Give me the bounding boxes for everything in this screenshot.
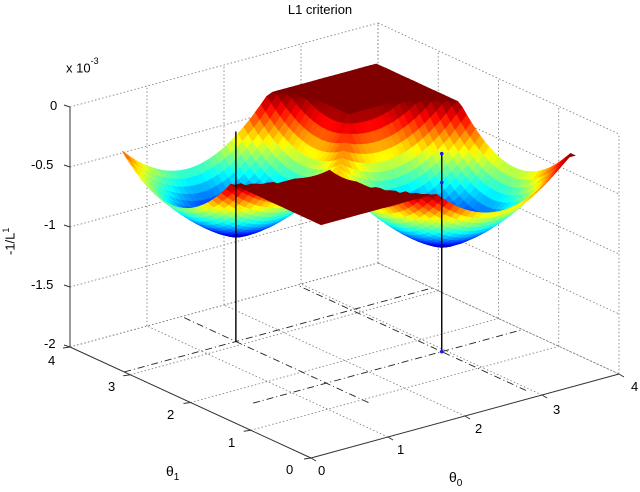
- grid-lines: [69, 22, 620, 459]
- theta0-tick-2: 2: [475, 421, 483, 436]
- theta0-tick-0: 0: [318, 463, 326, 478]
- theta1-axis-label: θ1: [166, 463, 180, 483]
- z-tick-4: -2: [44, 336, 56, 351]
- z-tick-1: -0.5: [31, 157, 54, 172]
- stem-lines: [235, 131, 444, 354]
- theta0-tick-3: 3: [553, 402, 561, 417]
- z-exponent-label: x 10-3: [66, 56, 99, 76]
- theta1-tick-0: 0: [286, 462, 294, 477]
- z-tick-2: -1: [44, 217, 56, 232]
- theta0-tick-4: 4: [631, 379, 639, 394]
- theta1-tick-3: 3: [108, 379, 116, 394]
- theta1-tick-1: 1: [228, 435, 236, 450]
- surface-mesh: [121, 63, 576, 248]
- theta0-tick-1: 1: [397, 442, 405, 457]
- axis-lines: [62, 104, 625, 462]
- z-tick-3: -1.5: [31, 277, 54, 292]
- z-axis-label: -1/L1: [1, 227, 18, 255]
- theta1-tick-4: 4: [48, 353, 56, 368]
- chart-title: L1 criterion: [287, 2, 353, 17]
- theta1-tick-2: 2: [167, 407, 175, 422]
- z-tick-0: 0: [50, 98, 58, 113]
- theta0-axis-label: θ0: [449, 469, 463, 489]
